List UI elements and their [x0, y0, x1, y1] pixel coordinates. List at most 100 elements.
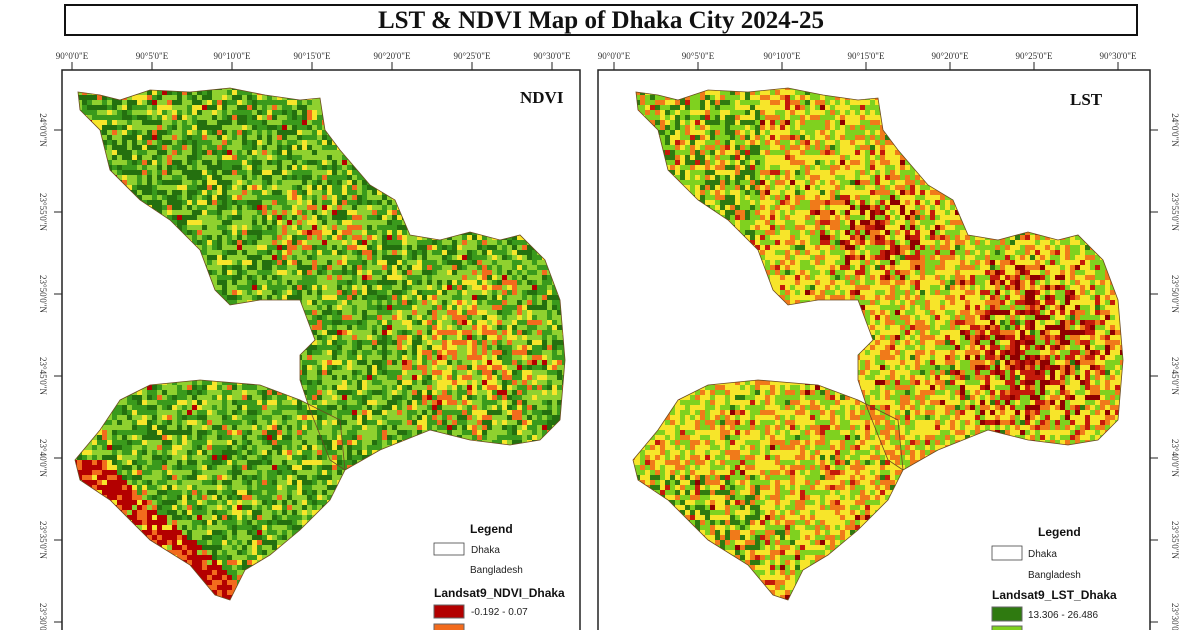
raster-cell	[287, 325, 293, 331]
raster-cell	[162, 88, 168, 91]
raster-cell	[277, 200, 283, 206]
lst-panel-frame	[597, 69, 1151, 630]
raster-cell	[327, 90, 333, 96]
raster-cell	[77, 165, 83, 171]
raster-cell	[267, 265, 273, 271]
raster-cell	[357, 135, 363, 141]
raster-cell	[512, 240, 518, 246]
raster-cell	[342, 235, 348, 241]
raster-cell	[142, 115, 148, 121]
raster-cell	[242, 195, 248, 201]
raster-cell	[512, 110, 518, 116]
raster-cell	[222, 250, 228, 256]
raster-cell	[522, 280, 528, 286]
raster-cell	[547, 255, 553, 261]
raster-cell	[352, 290, 358, 296]
raster-cell	[437, 245, 443, 251]
raster-cell	[352, 305, 358, 311]
raster-cell	[112, 170, 118, 176]
raster-cell	[327, 175, 333, 181]
raster-cell	[247, 320, 253, 326]
raster-cell	[227, 185, 233, 191]
raster-cell	[212, 190, 218, 196]
raster-cell	[157, 145, 163, 151]
raster-cell	[472, 260, 478, 266]
raster-cell	[167, 90, 173, 96]
raster-cell	[342, 145, 348, 151]
raster-cell	[427, 210, 433, 216]
raster-cell	[77, 285, 83, 291]
raster-cell	[157, 95, 163, 101]
raster-cell	[122, 140, 128, 146]
raster-cell	[552, 120, 558, 126]
raster-cell	[392, 180, 398, 186]
raster-cell	[422, 200, 428, 206]
raster-cell	[417, 130, 423, 136]
raster-cell	[197, 205, 203, 211]
raster-cell	[442, 88, 448, 91]
raster-cell	[402, 165, 408, 171]
raster-cell	[107, 280, 113, 286]
raster-cell	[517, 295, 523, 301]
raster-cell	[532, 145, 538, 151]
raster-cell	[137, 125, 143, 131]
raster-cell	[462, 275, 468, 281]
raster-cell	[197, 135, 203, 141]
raster-cell	[462, 310, 468, 316]
raster-cell	[102, 135, 108, 141]
raster-cell	[197, 300, 203, 306]
raster-cell	[87, 185, 93, 191]
raster-cell	[307, 225, 313, 231]
raster-cell	[157, 130, 163, 136]
raster-cell	[432, 240, 438, 246]
raster-cell	[227, 270, 233, 276]
raster-cell	[452, 200, 458, 206]
raster-cell	[157, 100, 163, 106]
raster-cell	[212, 100, 218, 106]
raster-cell	[252, 310, 258, 316]
raster-cell	[327, 295, 333, 301]
raster-cell	[462, 130, 468, 136]
raster-cell	[422, 145, 428, 151]
raster-cell	[352, 295, 358, 301]
raster-cell	[257, 120, 263, 126]
raster-cell	[242, 225, 248, 231]
raster-cell	[467, 165, 473, 171]
raster-cell	[272, 95, 278, 101]
raster-cell	[522, 305, 528, 311]
raster-cell	[467, 280, 473, 286]
raster-cell	[532, 190, 538, 196]
raster-cell	[222, 105, 228, 111]
raster-cell	[497, 200, 503, 206]
raster-cell	[312, 290, 318, 296]
raster-cell	[177, 280, 183, 286]
raster-cell	[522, 320, 528, 326]
raster-cell	[272, 210, 278, 216]
raster-cell	[487, 260, 493, 266]
raster-cell	[87, 175, 93, 181]
raster-cell	[462, 200, 468, 206]
raster-cell	[472, 88, 478, 91]
raster-cell	[142, 255, 148, 261]
raster-cell	[477, 240, 483, 246]
raster-cell	[182, 175, 188, 181]
raster-cell	[177, 110, 183, 116]
raster-cell	[312, 310, 318, 316]
raster-cell	[522, 225, 528, 231]
raster-cell	[462, 255, 468, 261]
raster-cell	[82, 145, 88, 151]
raster-cell	[342, 115, 348, 121]
raster-cell	[292, 125, 298, 131]
raster-cell	[167, 320, 173, 326]
raster-cell	[117, 295, 123, 301]
raster-cell	[102, 240, 108, 246]
raster-cell	[362, 110, 368, 116]
raster-cell	[432, 255, 438, 261]
raster-cell	[187, 180, 193, 186]
raster-cell	[222, 180, 228, 186]
raster-cell	[512, 305, 518, 311]
raster-cell	[432, 88, 438, 91]
raster-cell	[127, 88, 133, 91]
raster-cell	[147, 290, 153, 296]
raster-cell	[562, 205, 565, 211]
